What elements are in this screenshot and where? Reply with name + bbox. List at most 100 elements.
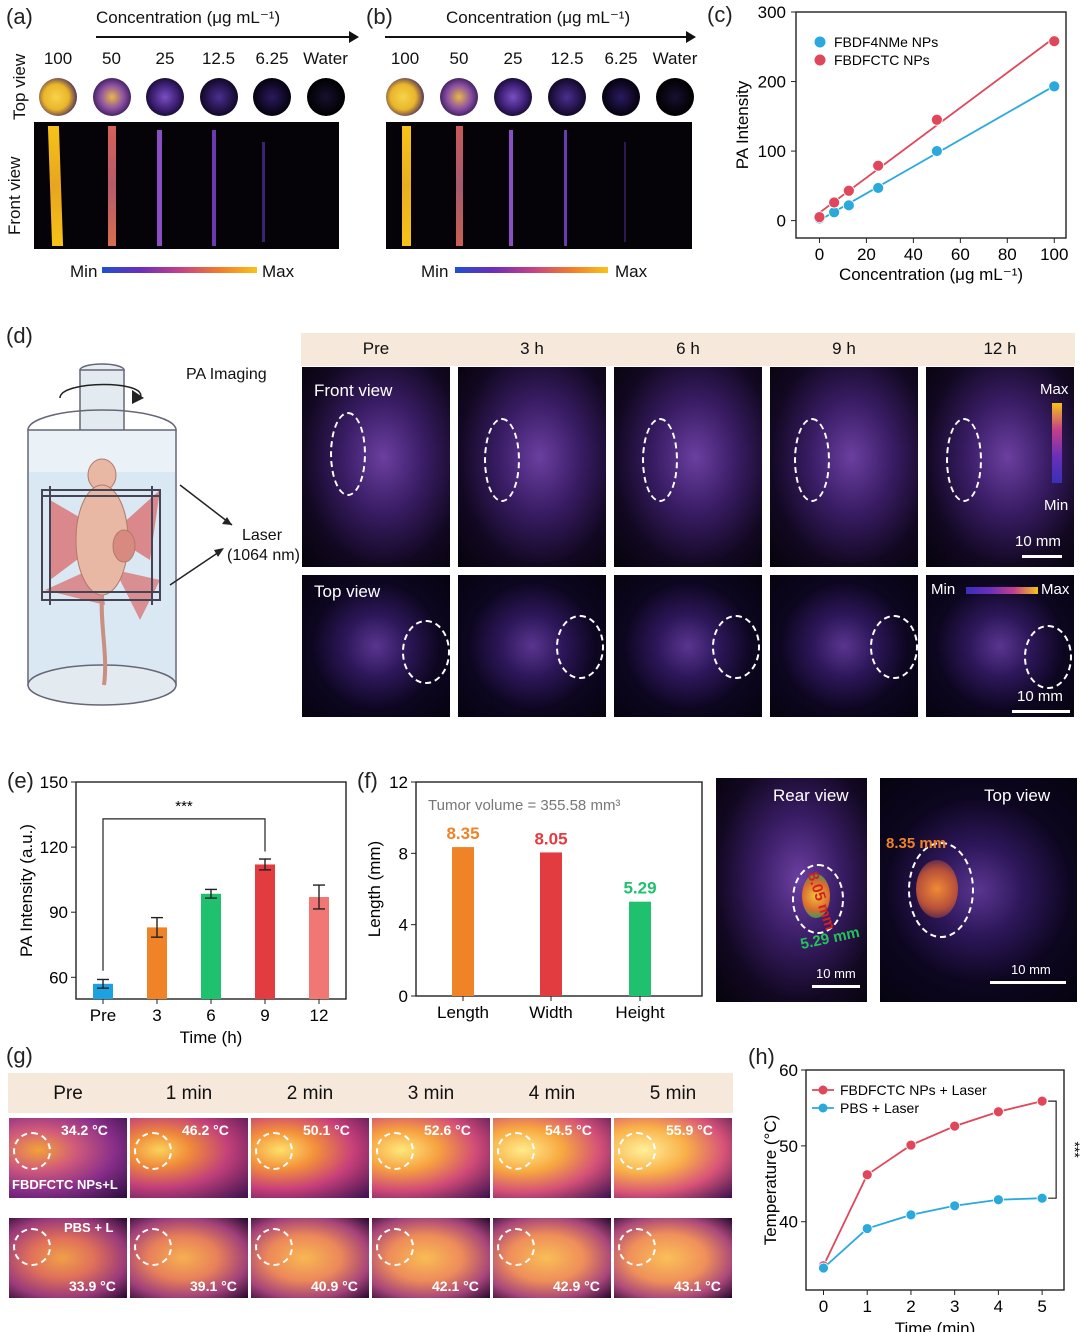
chart-h-point-1-4 [993,1194,1004,1206]
rear-view-label: Rear view [773,786,849,805]
chart-c-point-0-3 [872,182,885,194]
panel-a-arrowhead [349,31,359,43]
panel-d-front-image-2 [614,367,762,567]
chart-h-point-0-4 [993,1106,1004,1118]
panel-g-laser-circle-0 [13,1132,51,1170]
chart-e-ytick-label: 90 [49,903,68,922]
panel-g-laser-temp-3: 52.6 °C [424,1122,471,1138]
panel-g-pbs-circle-4 [497,1228,535,1266]
pa-setup-diagram [27,363,233,706]
chart-h-point-1-0 [818,1262,829,1274]
chart-h-point-0-1 [861,1169,873,1181]
panel-d-hbar-max: Max [1041,581,1070,598]
chart-e-ylabel: PA Intensity (a.u.) [17,824,36,957]
panel-g-pbs-circle-0 [13,1228,51,1266]
panel-a-label: (a) [6,4,33,29]
chart-h-ylabel: Temperature (°C) [761,1115,780,1246]
chart-c-point-1-0 [813,211,826,224]
chart-h-significance: *** [1067,1141,1080,1158]
top-scale-bar [990,981,1066,984]
chart-c-legend-label-1: FBDFCTC NPs [834,52,930,68]
panel-d-top-tumor-circle-3 [870,615,918,679]
panel_a-conc-4: 6.25 [255,49,289,68]
chart-f-value-label-0: 8.35 [446,824,479,843]
panel-d-front-scale-label: 10 mm [1015,533,1061,550]
panel-g-pbs-circle-2 [255,1228,293,1266]
chart-h-legend-label-0: FBDFCTC NPs + Laser [840,1082,987,1098]
panel_a-conc-5: Water [303,49,348,68]
panel-g-laser-circle-3 [376,1132,414,1170]
panel_b-top-circle-3 [548,78,586,116]
chart-e-ytick-label: 60 [49,968,68,987]
chart-f-xtick-label-0: Length [437,1003,489,1022]
panel-d-label: (d) [6,323,33,348]
chart-h-xtick-label: 1 [862,1297,871,1316]
top-view-image-f [880,778,1077,1002]
top-scale-label: 10 mm [1011,962,1051,977]
panel-d-front-tumor-circle-2 [642,418,678,502]
chart-c-point-1-2 [842,184,855,197]
panel-d-header-3: 9 h [832,339,856,358]
chart-f-xtick-label-2: Height [615,1003,664,1022]
panel-a-top-view-label: Top view [10,53,29,120]
panel-d-front-image-3 [770,367,918,567]
chart-c-point-0-4 [930,145,943,157]
panel-d-front-image-1 [458,367,606,567]
panel-g-pbs-circle-3 [376,1228,414,1266]
chart-h-significance-bracket [1048,1100,1057,1199]
chart-h-point-0-2 [905,1139,917,1151]
panel_a-top-circle-2 [146,78,184,116]
chart-c-xtick-label: 20 [857,245,876,264]
chart-h-point-1-5 [1036,1192,1048,1204]
panel-g-header-2: 2 min [286,1083,334,1104]
chart-f-value-label-2: 5.29 [623,879,656,898]
panel-d-top-scale-label: 10 mm [1017,688,1063,705]
panel_b-top-circle-0 [386,78,424,116]
panel-a-colorbar [102,267,257,273]
chart-f-annotation: Tumor volume = 355.58 mm³ [428,797,620,814]
chart-f-ytick-label: 12 [389,773,408,792]
panel_a-conc-1: 50 [102,49,121,68]
chart-h-xtick-label: 3 [950,1297,959,1316]
panel-e-label: (e) [7,768,34,793]
laser-wavelength-label: (1064 nm) [227,547,300,564]
chart-h-line-0 [822,1100,1043,1267]
length-mm-label: 8.35 mm [886,835,947,852]
panel-a-max: Max [262,262,295,281]
chart-c-xtick-label: 40 [904,245,923,264]
chart-h-line-1 [822,1197,1043,1269]
chart-f-ytick-label: 4 [399,916,408,935]
panel-f-label: (f) [357,768,378,793]
chart-c-point-0-2 [842,199,855,212]
chart-f-bar-0 [452,847,474,996]
chart-e: (e) 60 90 120 150 Pre 3 6 9 12 *** Time (h) PA Inten… [7,768,347,1047]
chart-c-point-0-5 [1048,80,1061,93]
panel-g-laser-temp-1: 46.2 °C [182,1122,229,1138]
panel-g-pbs-temp-0: 33.9 °C [69,1278,116,1294]
panel-b-arrow [385,36,688,38]
panel_a-conc-0: 100 [43,49,73,68]
panel-h-label: (h) [748,1044,775,1069]
chart-c-xtick-label: 60 [951,245,970,264]
panel-g-pbs-temp-1: 39.1 °C [190,1278,237,1294]
panel-g-laser-temp-5: 55.9 °C [666,1122,713,1138]
panel-g-header-3: 3 min [407,1083,455,1104]
chart-c-frame [795,11,1067,239]
panel_b-conc-0: 100 [390,49,420,68]
panel_b-conc-5: Water [652,49,698,68]
panel-d-header-0: Pre [362,339,390,358]
panel-a-min: Min [70,262,98,281]
panel-g-pbs-temp-3: 42.1 °C [432,1278,479,1294]
panel-d-front-view-label: Front view [314,381,393,400]
panel-d-front-tumor-circle-0 [330,412,366,496]
chart-h-frame [805,1069,1065,1291]
panel-c-label: (c) [707,2,733,27]
panel-g-header-1: 1 min [165,1083,213,1104]
panel-g-laser-temp-2: 50.1 °C [303,1122,350,1138]
panel-g-laser-circle-1 [134,1132,172,1170]
panel-b-label: (b) [366,4,393,29]
chart-h-xtick-label: 4 [994,1297,1003,1316]
chart-c: (c) 0 100 200 300 0 20 40 60 80 100 Concentration (… [707,2,1068,284]
chart-c-legend-marker-0 [814,36,826,48]
panel-g-pbs-circle-1 [134,1228,172,1266]
